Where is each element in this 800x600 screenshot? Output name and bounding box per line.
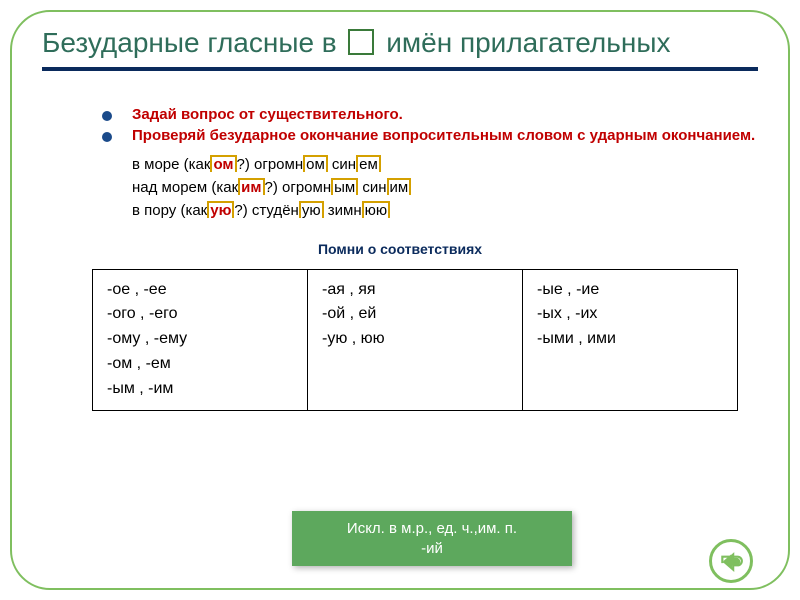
table-cell: -ыми , ими: [537, 327, 723, 352]
ex-text: в море (как: [132, 156, 210, 173]
title-area: Безударные гласные в имён прилагательных: [42, 27, 758, 71]
table-cell: -ой , ей: [322, 302, 508, 327]
bullet-item: Проверяй безударное окончание вопросител…: [102, 127, 758, 146]
ending-box-icon: [348, 29, 374, 55]
ending-highlight: ую: [299, 201, 324, 218]
example-line: в пору (какую?) студёную зимнюю: [132, 200, 758, 221]
bullet-list: Задай вопрос от существительного. Провер…: [102, 106, 758, 146]
table-cell: -ых , -их: [537, 302, 723, 327]
example-line: над морем (каким?) огромным синим: [132, 177, 758, 198]
table-cell: -ая , яя: [322, 278, 508, 303]
title-part2: имён прилагательных: [378, 27, 670, 58]
page-title: Безударные гласные в имён прилагательных: [42, 27, 758, 59]
bullet-dot-icon: [102, 132, 112, 142]
bullet-text: Задай вопрос от существительного.: [132, 106, 403, 125]
bullet-text: Проверяй безударное окончание вопросител…: [132, 127, 755, 146]
table-cell: -ое , -ее: [107, 278, 293, 303]
back-button[interactable]: [709, 539, 753, 583]
ending-highlight: ом: [303, 155, 328, 172]
exception-box: Искл. в м.р., ед. ч.,им. п. -ий: [292, 511, 572, 566]
table-cell: -ом , -ем: [107, 352, 293, 377]
table-col: -ое , -ее -ого , -его -ому , -ему -ом , …: [93, 270, 308, 410]
endings-table: -ое , -ее -ого , -его -ому , -ему -ом , …: [92, 269, 738, 411]
return-arrow-icon: [718, 548, 744, 574]
slide-content: Безударные гласные в имён прилагательных…: [12, 12, 788, 588]
ending-highlight: ым: [331, 178, 358, 195]
table-col: -ая , яя -ой , ей -ую , юю: [308, 270, 523, 410]
table-col: -ые , -ие -ых , -их -ыми , ими: [523, 270, 737, 410]
ex-text: ?) огромн: [265, 179, 332, 196]
ending-highlight: юю: [362, 201, 391, 218]
bullet-item: Задай вопрос от существительного.: [102, 106, 758, 125]
exception-text: Искл. в м.р., ед. ч.,им. п.: [297, 519, 567, 539]
example-line: в море (каком?) огромном синем: [132, 154, 758, 175]
ending-highlight: ом: [210, 155, 236, 172]
ending-highlight: ем: [356, 155, 381, 172]
ex-text: в пору (как: [132, 202, 207, 219]
ex-text: ?) огромн: [237, 156, 304, 173]
table-cell: -ые , -ие: [537, 278, 723, 303]
examples-block: в море (каком?) огромном синем над морем…: [132, 154, 758, 221]
ex-text: ?) студён: [234, 202, 298, 219]
table-cell: -ым , -им: [107, 377, 293, 402]
bullet-dot-icon: [102, 111, 112, 121]
ex-text: над морем (как: [132, 179, 238, 196]
table-cell: -ую , юю: [322, 327, 508, 352]
ending-highlight: ую: [207, 201, 234, 218]
ex-text: син: [358, 179, 386, 196]
ending-highlight: им: [238, 178, 264, 195]
ex-text: син: [328, 156, 356, 173]
exception-text: -ий: [297, 539, 567, 559]
title-part1: Безударные гласные в: [42, 27, 344, 58]
ex-text: зимн: [324, 202, 362, 219]
table-cell: -ого , -его: [107, 302, 293, 327]
remember-label: Помни о соответствиях: [42, 241, 758, 257]
title-underline: [42, 67, 758, 71]
ending-highlight: им: [387, 178, 412, 195]
table-cell: -ому , -ему: [107, 327, 293, 352]
